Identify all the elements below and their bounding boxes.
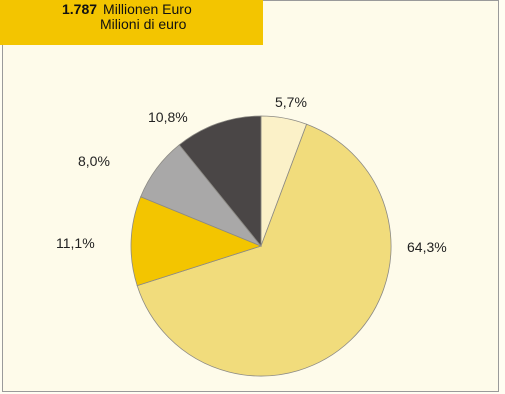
pie-slice-10-8 — [178, 115, 262, 248]
slice-label-11-1: 11,1% — [56, 235, 95, 251]
slice-label-8-0: 8,0% — [78, 153, 110, 169]
slice-label-64-3: 64,3% — [407, 239, 447, 255]
unit-italian: Milioni di euro — [100, 16, 187, 32]
total-value: 1.787 — [62, 1, 98, 17]
pie-slice-11-1 — [130, 196, 263, 287]
header-line-1: 1.787 Millionen Euro — [62, 2, 192, 16]
slice-label-5-7: 5,7% — [275, 94, 307, 110]
pie-slice-64-3 — [136, 123, 392, 377]
slice-label-10-8: 10,8% — [148, 109, 188, 125]
unit-german: Millionen Euro — [103, 1, 192, 17]
header-banner: 1.787 Millionen Euro Milioni di euro — [0, 0, 263, 45]
